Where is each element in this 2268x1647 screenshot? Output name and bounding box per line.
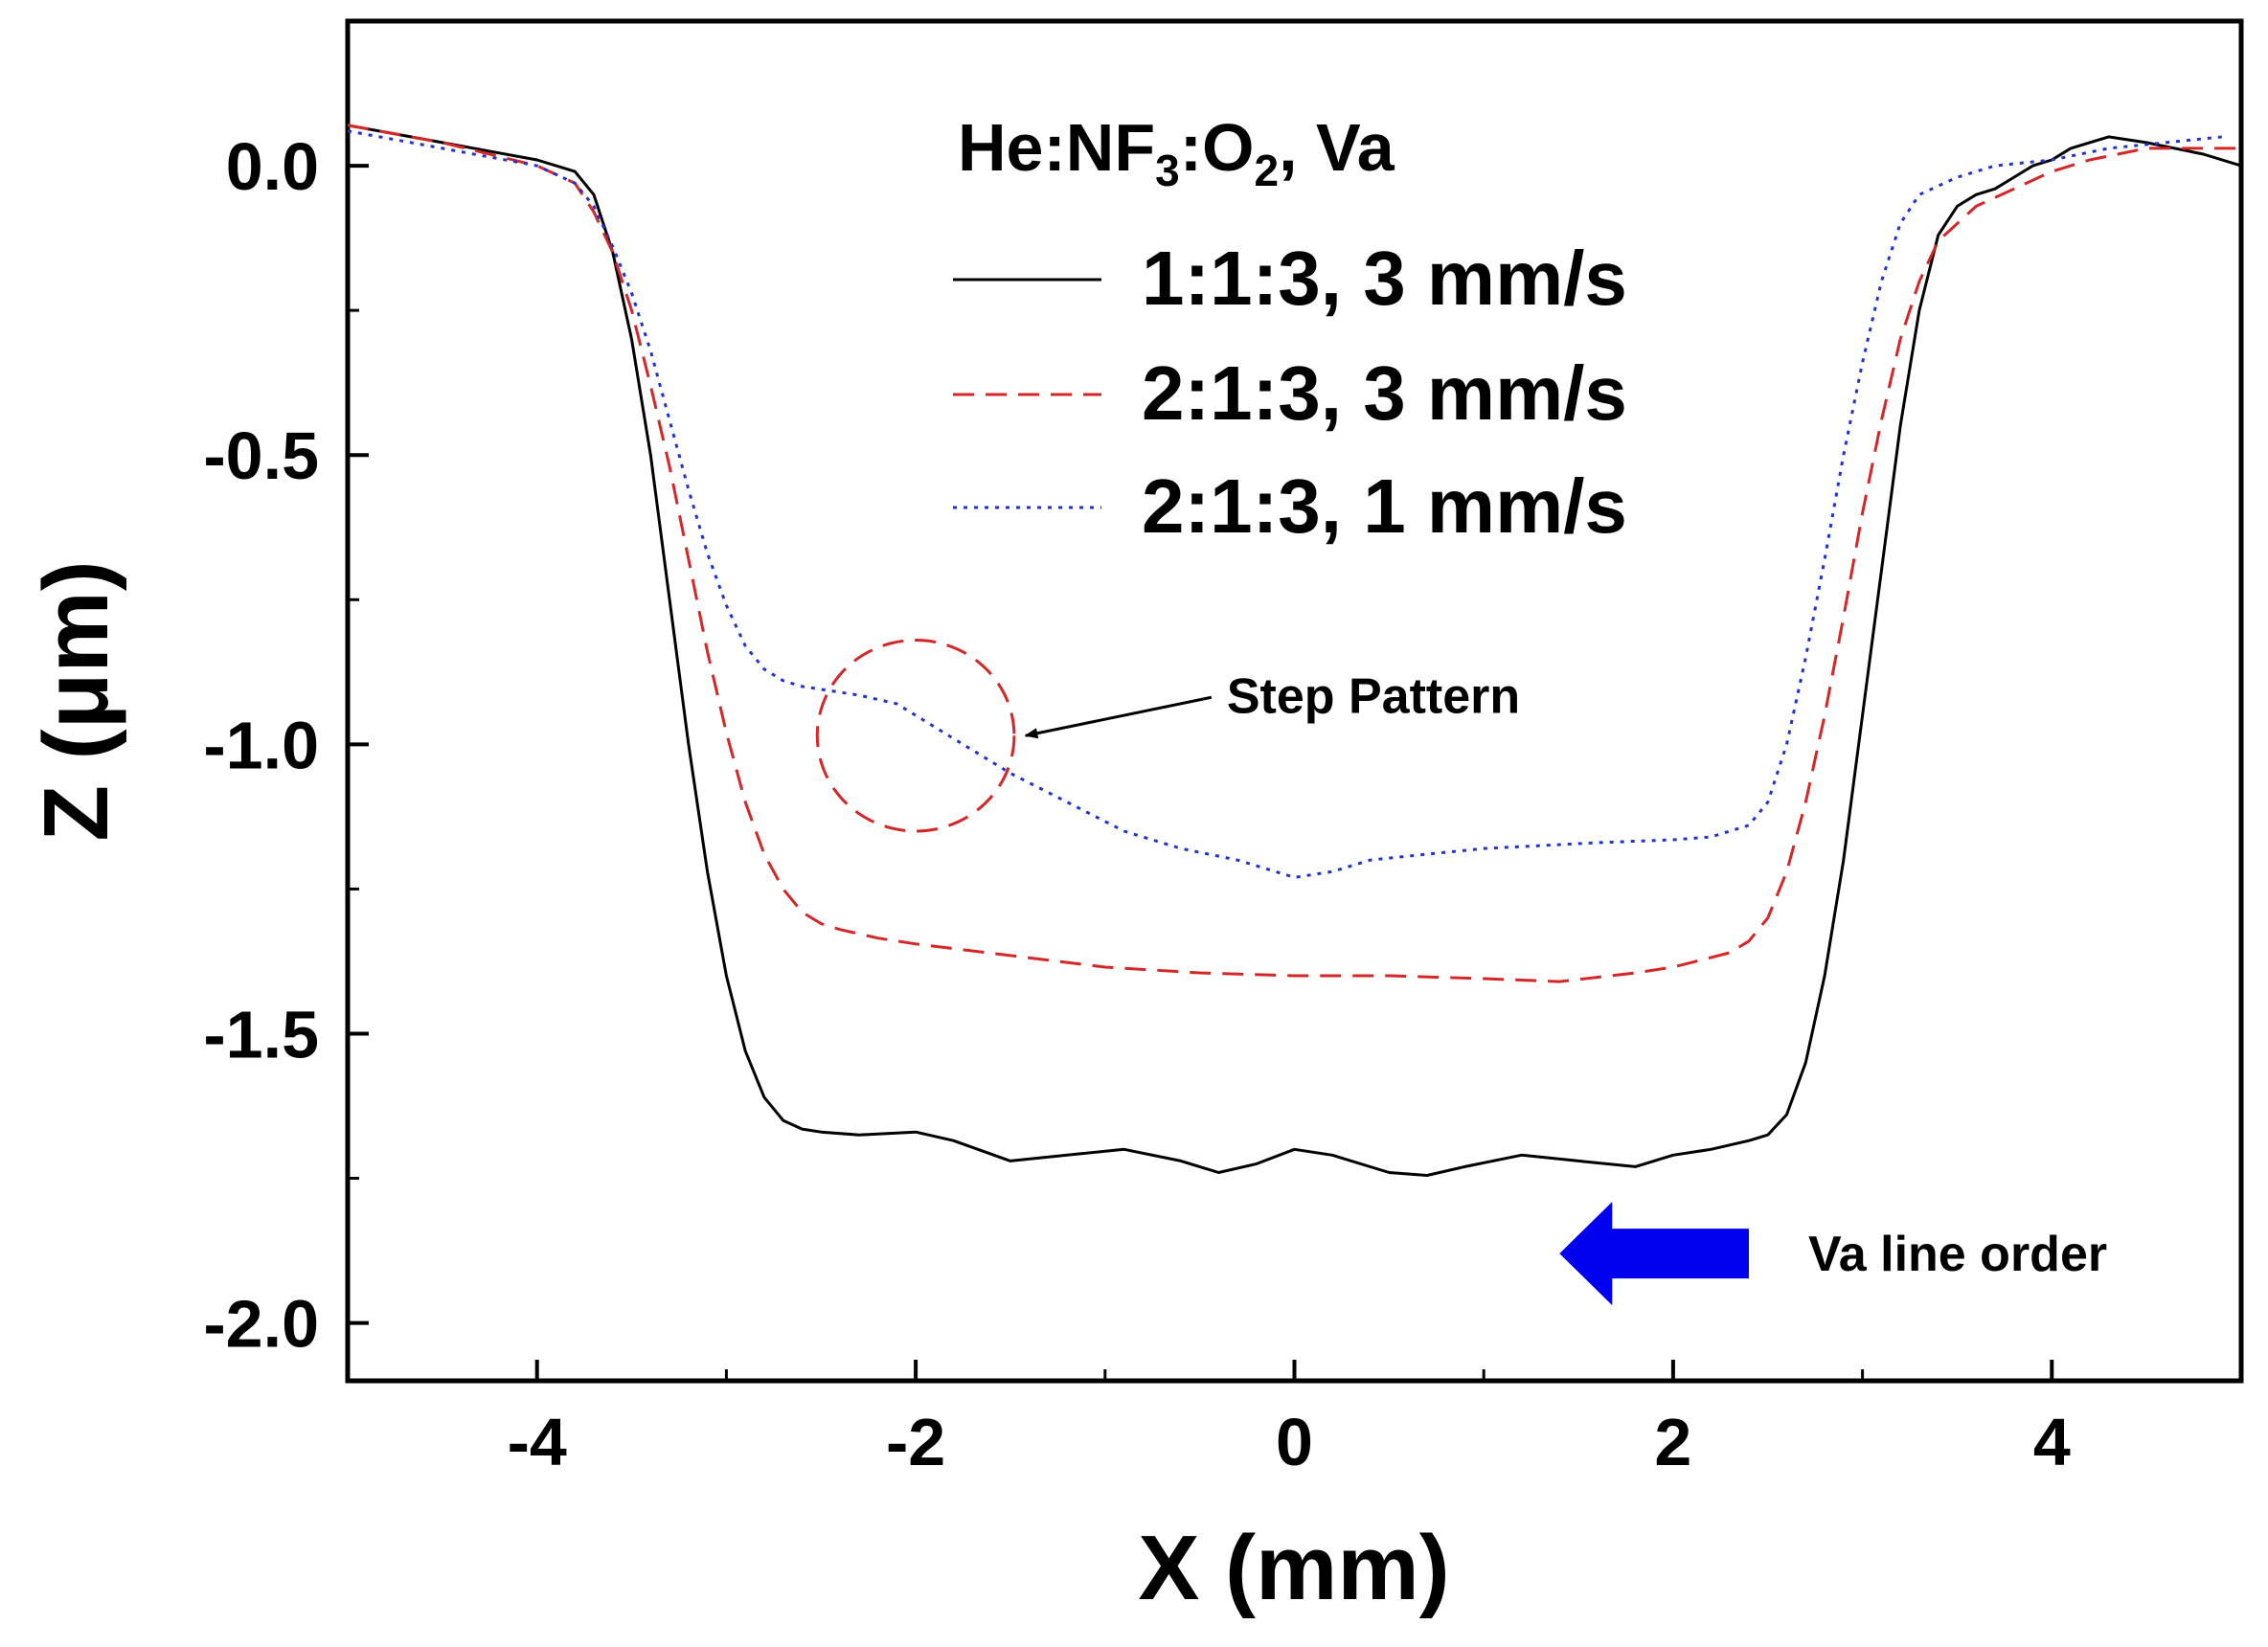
va-line-order-label: Va line order [1808,1227,2107,1282]
va-line-order-arrow [1559,1202,1749,1306]
legend-label: 2:1:3, 3 mm/s [1142,350,1627,436]
x-tick-label: 2 [1654,1405,1691,1479]
legend-title: He:NF3:O2, Va [958,110,1395,195]
y-tick-label: -2.0 [203,1287,319,1362]
ticks-layer: -4 -2 0 2 4 0.0 -0.5 -1.0 -1.5 -2.0 [203,129,2070,1479]
series-line-dashed [348,124,2241,983]
annotation-layer: Step Pattern Va line order [815,639,2107,1306]
x-tick-label: -4 [508,1405,567,1479]
legend-label: 2:1:3, 1 mm/s [1142,463,1627,549]
series-line-dotted [348,129,2223,879]
step-pattern-label: Step Pattern [1227,668,1520,724]
x-tick-label: -2 [886,1405,945,1479]
x-axis-title: X (mm) [1138,1517,1449,1619]
y-tick-label: -1.5 [203,997,319,1072]
legend-title-part: , Va [1279,110,1395,185]
legend-title-sub: 3 [1155,146,1180,195]
legend: He:NF3:O2, Va 1:1:3, 3 mm/s 2:1:3, 3 mm/… [953,110,1627,549]
x-tick-label: 4 [2033,1405,2071,1479]
y-tick-label: -1.0 [203,708,319,782]
step-pattern-arrow [1024,695,1213,739]
series-layer [348,124,2241,1177]
y-tick-label: 0.0 [226,129,319,204]
legend-title-sub: 2 [1254,146,1279,195]
step-pattern-circle [815,639,1016,833]
y-axis-title: Z (μm) [25,560,127,841]
x-tick-label: 0 [1276,1405,1313,1479]
series-line-solid [348,124,2241,1177]
legend-title-part: He:NF [958,110,1155,185]
legend-label: 1:1:3, 3 mm/s [1142,236,1627,321]
legend-title-part: :O [1180,110,1255,185]
y-tick-label: -0.5 [203,418,319,493]
